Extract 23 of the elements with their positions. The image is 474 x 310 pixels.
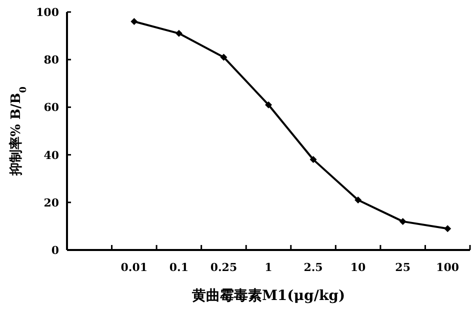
y-tick-label: 20 (44, 196, 60, 210)
point (310, 156, 317, 164)
y-tick-label: 100 (36, 6, 60, 19)
y-tick-label: 40 (44, 148, 60, 162)
x-tick-label: 2.5 (304, 261, 323, 274)
point (220, 54, 228, 61)
x-tick-label: 100 (436, 261, 460, 274)
x-tick-label: 0.01 (120, 261, 148, 274)
point (354, 196, 362, 204)
point (175, 30, 182, 37)
y-tick-label: 60 (44, 101, 60, 114)
y-tick-label: 0 (51, 244, 60, 257)
point (399, 218, 406, 225)
x-tick-label: 10 (350, 261, 366, 274)
y-tick-label: 80 (44, 54, 60, 67)
x-tick-label: 1 (264, 261, 272, 274)
point (444, 225, 452, 232)
x-tick-label: 0.1 (169, 261, 189, 274)
x-axis-title: 黄曲霉毒素M1(μg/kg) (190, 288, 346, 304)
point (265, 101, 272, 108)
x-tick-label: 0.25 (210, 261, 238, 274)
x-tick-label: 25 (395, 261, 410, 274)
point (130, 18, 138, 26)
